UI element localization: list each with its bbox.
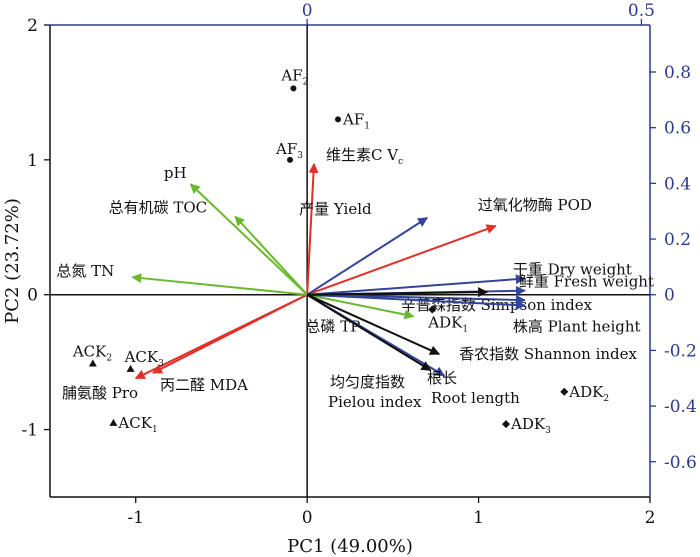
sample-label: AF1 xyxy=(342,110,370,131)
sample-label: AF3 xyxy=(275,140,303,161)
loading-arrow xyxy=(306,293,415,320)
vector-label: 产量 Yield xyxy=(299,200,372,218)
sample-point xyxy=(88,359,97,367)
top-tick-label: 0 xyxy=(302,1,313,21)
loading-arrow xyxy=(307,274,526,296)
x-tick-label: 2 xyxy=(645,508,656,528)
sample-label: AF2 xyxy=(280,66,308,87)
sample-point xyxy=(290,85,297,92)
right-tick-label: -0.2 xyxy=(664,341,697,361)
y-tick-label: 0 xyxy=(27,286,38,306)
loading-arrow xyxy=(307,287,489,298)
loading-arrow xyxy=(307,293,526,311)
y-tick-label: 1 xyxy=(27,151,38,171)
loading-arrow xyxy=(151,293,308,374)
vector-label: 干重 Dry weight xyxy=(513,261,632,279)
sample-label: ADK1 xyxy=(427,314,468,335)
vector-label: pH xyxy=(164,164,187,182)
vector-label: 总有机碳 TOC xyxy=(109,198,208,216)
vector-label: Pielou index xyxy=(328,393,422,411)
right-tick-label: 0.4 xyxy=(664,174,691,194)
top-tick-label: 0.5 xyxy=(628,1,655,21)
sample-point xyxy=(287,156,293,163)
x-tick-label: 0 xyxy=(302,508,313,528)
loading-arrow xyxy=(131,273,308,296)
loading-arrow xyxy=(306,293,432,372)
sample-point xyxy=(109,418,118,426)
loading-arrow xyxy=(189,183,308,296)
y-tick-label: -1 xyxy=(21,421,38,441)
sample-label: ACK3 xyxy=(124,348,165,369)
vector-label: 过氧化物酶 POD xyxy=(478,196,592,214)
loading-arrow xyxy=(306,293,441,355)
y-axis-title: PC2 (23.72%) xyxy=(2,198,23,324)
x-axis-title: PC1 (49.00%) xyxy=(287,536,413,557)
sample-label: ADK2 xyxy=(568,383,609,404)
right-tick-label: 0.8 xyxy=(664,63,691,83)
sample-point xyxy=(560,387,569,396)
vector-label: 总氮 TN xyxy=(56,262,114,280)
loading-arrow xyxy=(306,162,319,295)
loading-arrow xyxy=(306,224,497,296)
vector-label: 丙二醛 MDA xyxy=(160,376,248,394)
sample-point xyxy=(502,420,510,429)
loading-arrow xyxy=(306,217,428,296)
right-tick-label: -0.4 xyxy=(664,397,697,417)
x-tick-label: 1 xyxy=(473,508,484,528)
sample-label: ACK1 xyxy=(117,414,157,435)
right-tick-label: 0 xyxy=(664,286,675,306)
x-tick-label: -1 xyxy=(127,508,144,528)
vector-label: 脯氨酸 Pro xyxy=(62,384,138,402)
vector-label: 维生素C Vc xyxy=(326,146,403,167)
sample-point xyxy=(126,364,135,372)
vector-label: 株高 Plant height xyxy=(513,318,641,336)
vector-label: 总磷 TP xyxy=(305,317,360,335)
right-tick-label: 0.6 xyxy=(664,119,691,139)
sample-label: ACK2 xyxy=(72,342,112,363)
y-tick-label: 2 xyxy=(27,16,38,36)
vector-label: Root length xyxy=(431,389,520,407)
right-tick-label: 0.2 xyxy=(664,230,691,250)
loading-arrow xyxy=(234,215,308,296)
sample-point xyxy=(428,305,437,314)
sample-point xyxy=(335,116,341,123)
vector-label: 鲜重 Fresh weight xyxy=(519,273,654,291)
right-tick-label: -0.6 xyxy=(664,453,697,473)
vector-label: 均匀度指数 xyxy=(330,373,405,391)
vector-label: 香农指数 Shannon index xyxy=(459,345,637,363)
sample-label: ADK3 xyxy=(510,415,551,436)
vector-label: 根长 xyxy=(427,369,457,387)
